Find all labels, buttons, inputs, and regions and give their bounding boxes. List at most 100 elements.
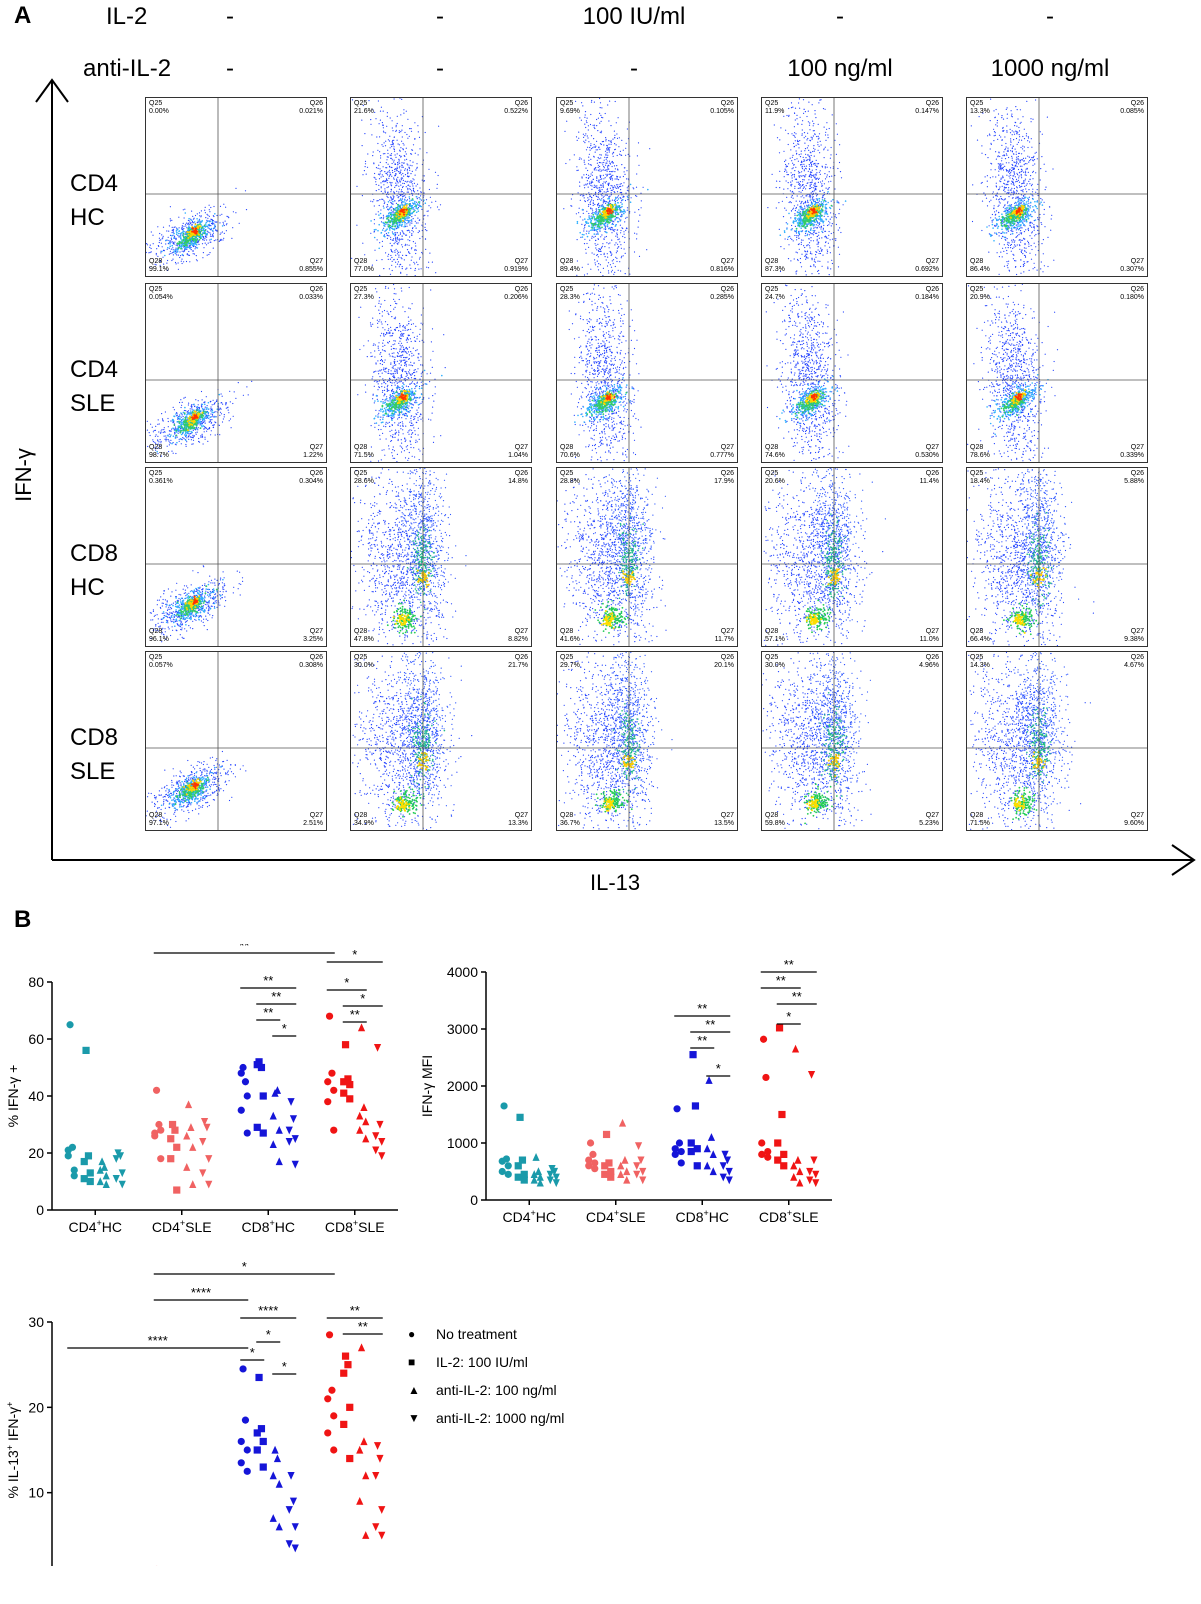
legend-label: anti-IL-2: 100 ng/ml xyxy=(436,1382,557,1398)
dot-cloud xyxy=(351,652,531,830)
data-point xyxy=(618,1118,627,1127)
data-point xyxy=(155,1120,163,1129)
gate-percent: 0.021% xyxy=(299,108,323,116)
data-point xyxy=(167,1135,175,1143)
gate-name: Q26 xyxy=(504,100,528,108)
flow-plot-r3-c1: Q25 30.0% Q26 21.7% Q27 13.3% Q28 34.9% xyxy=(350,651,532,831)
x-tick-label: CD8+HC xyxy=(675,1208,729,1225)
row-label-line: HC xyxy=(70,571,118,605)
data-point xyxy=(637,1156,645,1165)
gate-name: Q26 xyxy=(1124,654,1144,662)
data-point xyxy=(378,1506,386,1514)
data-point xyxy=(291,1160,299,1169)
data-point xyxy=(796,1178,804,1187)
gate-name: Q28 xyxy=(560,444,580,452)
gate-percent: 21.7% xyxy=(508,662,528,670)
significance-label: * xyxy=(282,1021,287,1036)
quadrant-q27: Q27 0.339% xyxy=(1120,444,1144,460)
dot-cloud xyxy=(557,468,737,646)
quadrant-q25: Q25 0.057% xyxy=(149,654,173,670)
y-tick-label: 1000 xyxy=(447,1135,478,1151)
anti-il2-value-0: - xyxy=(226,55,234,83)
y-axis-title: IFN-γ MFI xyxy=(419,1055,435,1117)
gate-name: Q26 xyxy=(1120,286,1144,294)
data-point xyxy=(269,1471,277,1480)
data-point xyxy=(703,1144,711,1153)
gate-percent: 36.7% xyxy=(560,820,580,828)
gate-name: Q26 xyxy=(508,470,528,478)
data-point xyxy=(498,1157,506,1165)
data-point xyxy=(96,1177,104,1186)
gate-percent: 47.8% xyxy=(354,636,374,644)
y-tick-label: 4000 xyxy=(447,964,478,980)
quadrant-q28: Q28 96.1% xyxy=(149,628,169,644)
data-point xyxy=(324,1395,332,1403)
x-axis-label: IL-13 xyxy=(590,870,640,896)
gate-percent: 20.6% xyxy=(765,478,785,486)
data-point xyxy=(546,1176,554,1185)
data-point xyxy=(601,1170,609,1178)
row-label-line: SLE xyxy=(70,755,118,789)
quadrant-q28: Q28 66.4% xyxy=(970,628,990,644)
y-axis-label: IFN-γ xyxy=(11,445,37,505)
quadrant-q25: Q25 18.4% xyxy=(970,470,990,486)
quadrant-q27: Q27 9.38% xyxy=(1124,628,1144,644)
significance-label: ** xyxy=(697,1001,707,1016)
data-point xyxy=(259,1129,267,1137)
data-point xyxy=(691,1102,700,1110)
data-point xyxy=(86,1177,94,1186)
data-point xyxy=(360,1437,368,1446)
flow-plot-r2-c4: Q25 18.4% Q26 5.88% Q27 9.38% Q28 66.4% xyxy=(966,467,1148,647)
data-point xyxy=(66,1021,74,1029)
gate-percent: 1.04% xyxy=(508,452,528,460)
row-label-line: HC xyxy=(70,201,118,235)
gate-percent: 13.3% xyxy=(970,108,990,116)
gate-percent: 2.51% xyxy=(303,820,323,828)
data-point xyxy=(253,1429,261,1437)
data-point xyxy=(536,1178,544,1187)
data-point xyxy=(346,1095,354,1103)
quadrant-q26: Q26 17.9% xyxy=(714,470,734,486)
gate-name: Q28 xyxy=(149,812,169,820)
panel-a-axes xyxy=(35,78,1196,876)
y-tick-label: 0 xyxy=(36,1202,44,1218)
data-point xyxy=(376,1454,384,1463)
quadrant-q28: Q28 57.1% xyxy=(765,628,785,644)
data-point xyxy=(167,1155,175,1163)
gate-name: Q26 xyxy=(1124,470,1144,478)
data-point xyxy=(634,1142,643,1151)
data-point xyxy=(719,1173,727,1182)
gate-name: Q28 xyxy=(354,258,374,266)
flow-plot-r2-c1: Q25 28.6% Q26 14.8% Q27 8.82% Q28 47.8% xyxy=(350,467,532,647)
data-point xyxy=(344,1361,352,1369)
anti-il2-value-1: - xyxy=(436,55,444,83)
data-point xyxy=(291,1523,299,1531)
gate-percent: 96.1% xyxy=(149,636,169,644)
gate-name: Q25 xyxy=(970,654,990,662)
y-tick-label: 40 xyxy=(28,1088,44,1104)
quadrant-q25: Q25 14.3% xyxy=(970,654,990,670)
gate-name: Q26 xyxy=(1120,100,1144,108)
quadrant-q27: Q27 9.60% xyxy=(1124,812,1144,828)
quadrant-q26: Q26 0.105% xyxy=(710,100,734,116)
gate-percent: 13.5% xyxy=(714,820,734,828)
gate-name: Q26 xyxy=(299,286,323,294)
quadrant-q26: Q26 0.085% xyxy=(1120,100,1144,116)
data-point xyxy=(189,1180,197,1188)
quadrant-q25: Q25 20.6% xyxy=(765,470,785,486)
quadrant-q25: Q25 27.3% xyxy=(354,286,374,302)
quadrant-q25: Q25 24.7% xyxy=(765,286,785,302)
gate-name: Q28 xyxy=(560,628,580,636)
quadrant-q27: Q27 0.855% xyxy=(299,258,323,274)
data-point xyxy=(791,1044,800,1053)
gate-name: Q26 xyxy=(915,286,939,294)
data-point xyxy=(80,1175,88,1183)
quadrant-q28: Q28 87.3% xyxy=(765,258,785,274)
gate-percent: 0.919% xyxy=(504,266,528,274)
data-point xyxy=(639,1176,647,1185)
data-point xyxy=(237,1069,245,1077)
gate-percent: 17.9% xyxy=(714,478,734,486)
quadrant-q25: Q25 0.361% xyxy=(149,470,173,486)
data-point xyxy=(807,1071,816,1079)
quadrant-q28: Q28 99.1% xyxy=(149,258,169,274)
